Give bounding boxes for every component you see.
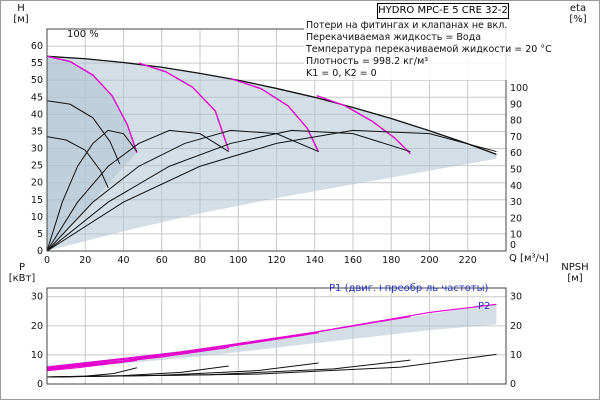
x-tick-label: 160 — [344, 255, 362, 266]
x-tick-label: 180 — [382, 255, 400, 266]
npsh-tick-label: 30 — [510, 292, 522, 303]
info-line-liquid: Перекачиваемая жидкость = Вода — [306, 32, 482, 43]
h-tick-label: 15 — [31, 195, 43, 206]
x-tick-label: 80 — [194, 255, 206, 266]
p-tick-label: 10 — [31, 350, 43, 361]
eta-axis-unit: [%] — [569, 14, 587, 25]
p1-3-pumps — [46, 332, 319, 370]
p1-5-pumps — [46, 303, 497, 368]
h-tick-label: 25 — [31, 161, 43, 172]
x-tick-label: 60 — [156, 255, 168, 266]
x-tick-label: 120 — [267, 255, 285, 266]
x-tick-label: 20 — [79, 255, 91, 266]
h-tick-label: 60 — [31, 41, 43, 52]
qh-plot-frame — [46, 28, 507, 252]
h-tick-label: 10 — [31, 212, 43, 223]
info-line-fittings: Потери на фитингах и клапанах не вкл. — [306, 20, 508, 31]
eta-tick-label: 10 — [510, 230, 522, 241]
npsh-axis-label: NPSH [м] — [551, 262, 599, 284]
speed-100-label: 100 % — [67, 29, 99, 40]
q-axis-label: Q [м³/ч] — [509, 253, 549, 264]
pump2-100pct-curve — [138, 62, 230, 151]
x-tick-label: 100 — [229, 255, 247, 266]
h-axis-label: H [м] — [5, 3, 37, 25]
h-tick-label: 50 — [31, 75, 43, 86]
npsh-axis-unit: [м] — [567, 273, 583, 284]
pump4-100pct-curve — [316, 94, 411, 155]
p2-curve-label: P2 — [478, 301, 491, 312]
h-tick-label: 20 — [31, 178, 43, 189]
npsh-5-pumps — [46, 353, 497, 378]
eta-tick-label: 60 — [510, 148, 522, 159]
info-line-k-factors: K1 = 0, K2 = 0 — [306, 68, 377, 79]
npsh-tick-label: 0 — [510, 379, 516, 390]
p-axis-label: P [кВт] — [3, 262, 41, 284]
npsh-tick-label: 20 — [510, 321, 522, 332]
p-tick-label: 30 — [31, 292, 43, 303]
h-tick-label: 45 — [31, 92, 43, 103]
pump-title: HYDRO MPC-E 5 CRE 32-2 — [377, 3, 509, 19]
p-tick-label: 20 — [31, 321, 43, 332]
h-axis-unit: [м] — [13, 14, 29, 25]
x-tick-label: 0 — [44, 255, 50, 266]
eta-tick-label: 70 — [510, 132, 522, 143]
npsh-tick-label: 10 — [510, 350, 522, 361]
h-tick-label: 30 — [31, 144, 43, 155]
h-tick-label: 35 — [31, 126, 43, 137]
x-tick-label: 200 — [420, 255, 438, 266]
x-tick-label: 140 — [306, 255, 324, 266]
efficiency-4-pumps — [46, 129, 411, 252]
h-tick-label: 5 — [37, 229, 43, 240]
x-tick-label: 40 — [117, 255, 129, 266]
eta-tick-label: 100 — [510, 83, 528, 94]
p1-1-pump — [46, 359, 137, 372]
efficiency-2-pumps — [46, 129, 229, 252]
power-plot-frame — [46, 287, 507, 385]
p1-2-pumps — [46, 346, 229, 371]
h-tick-label: 0 — [37, 246, 43, 257]
info-block: Потери на фитингах и клапанах не вкл. Пе… — [304, 20, 554, 80]
eta-tick-label: 40 — [510, 181, 522, 192]
reduced-speed-curve-a — [46, 100, 121, 165]
info-line-density: Плотность = 998.2 кг/м³ — [306, 56, 429, 67]
eta-tick-label: 30 — [510, 197, 522, 208]
operating-range-one-pump — [47, 56, 137, 252]
npsh-axis-name: NPSH — [561, 262, 589, 273]
pump1-100pct-curve — [46, 55, 138, 153]
p-axis-name: P — [18, 262, 26, 273]
h-tick-label: 40 — [31, 109, 43, 120]
p1-curve-label: P1 (двиг.+преобр-ль частоты) — [329, 283, 489, 294]
reduced-speed-curve-b — [46, 136, 109, 189]
h-axis-name: H — [17, 3, 25, 14]
eta-tick-label: 0 — [510, 240, 516, 251]
eta-tick-label: 90 — [510, 99, 522, 110]
pump3-100pct-curve — [230, 77, 320, 153]
h-tick-label: 55 — [31, 58, 43, 69]
eta-axis-label: eta [%] — [559, 3, 597, 25]
x-tick-label: 220 — [459, 255, 477, 266]
eta-tick-label: 80 — [510, 116, 522, 127]
eta-axis-name: eta — [569, 3, 587, 14]
operating-range-all-pumps — [47, 56, 497, 252]
eta-tick-label: 50 — [510, 165, 522, 176]
p-axis-unit: [кВт] — [8, 273, 36, 284]
efficiency-5-pumps — [46, 129, 497, 252]
max-speed-envelope-curve — [46, 55, 497, 155]
info-line-temperature: Температура перекачиваемой жидкости = 20… — [306, 44, 552, 55]
eta-tick-label: 20 — [510, 213, 522, 224]
p-tick-label: 0 — [37, 379, 43, 390]
efficiency-1-pump — [46, 129, 138, 252]
